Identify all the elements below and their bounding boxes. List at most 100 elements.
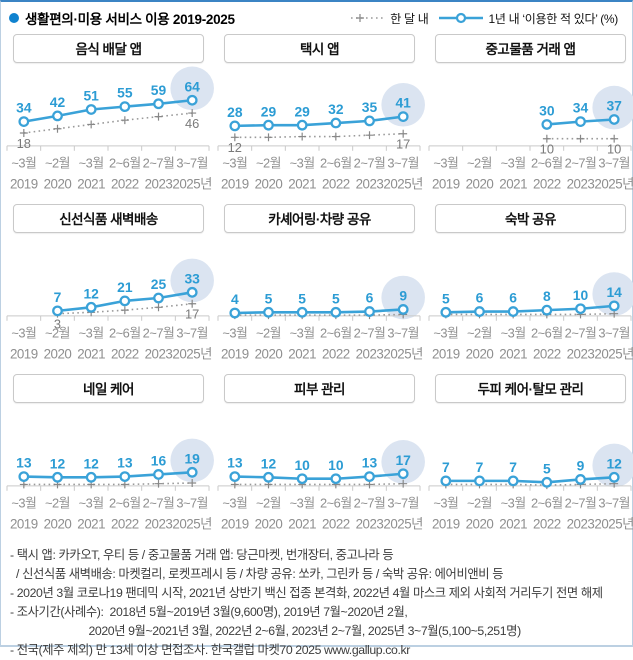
- x-year-label: 2022: [111, 176, 139, 191]
- x-month-label: ~3월: [290, 156, 315, 171]
- x-month-label: ~2월: [45, 156, 70, 171]
- x-year-label: 2023: [356, 346, 384, 361]
- x-year-label: 2020: [255, 176, 283, 191]
- point-marker: [474, 306, 485, 317]
- charts-grid: 음식 배달 앱 18 46 34 42 51 55 59 64 ~3월 ~2월 ~3월 2~6월 2~7…: [3, 32, 633, 537]
- point-marker: [364, 306, 375, 317]
- point-marker: [296, 473, 308, 485]
- point-marker: [153, 469, 164, 480]
- point-marker: [397, 304, 409, 315]
- point-marker: [186, 466, 198, 478]
- x-year-label: 2025년: [172, 516, 212, 531]
- x-year-label: 2025년: [594, 346, 633, 361]
- x-month-label: 2~7월: [354, 326, 386, 341]
- point-marker: [364, 471, 375, 482]
- bullet-icon: [9, 13, 19, 23]
- x-month-label: ~2월: [45, 496, 70, 511]
- value-label: 7: [54, 289, 62, 305]
- x-month-label: 2~6월: [531, 496, 563, 511]
- value-label: 14: [606, 284, 622, 300]
- x-month-label: ~3월: [501, 496, 526, 511]
- x-month-label: ~3월: [222, 326, 247, 341]
- point-marker: [507, 306, 519, 317]
- point-marker: [541, 304, 553, 316]
- chart-panel-nail-care: 네일 케어 13 12 12 13 16 19 ~3월 ~2월 ~3월 2~6월 2~7월 3~7월 2…: [3, 372, 214, 537]
- point-marker: [575, 474, 586, 485]
- value-label: 29: [294, 103, 310, 119]
- x-month-label: ~3월: [11, 156, 36, 171]
- x-year-label: 2020: [255, 346, 283, 361]
- x-year-label: 2022: [111, 346, 139, 361]
- value-label: 4: [231, 291, 239, 307]
- x-month-label: 3~7월: [598, 156, 630, 171]
- x-year-label: 2023: [145, 176, 173, 191]
- latest-highlight: [592, 443, 633, 488]
- x-year-label: 2025년: [383, 346, 423, 361]
- x-month-label: ~2월: [256, 156, 281, 171]
- point-marker: [507, 475, 519, 487]
- x-year-label: 2022: [533, 516, 561, 531]
- x-month-label: ~3월: [79, 496, 104, 511]
- value-label: 7: [476, 459, 484, 475]
- point-marker: [575, 116, 586, 128]
- chart-panel-scalp-care: 두피 케어·탈모 관리 7 7 7 5 9 12 ~3월 ~2월 ~3월 2~6월 2~7월 3~7월…: [425, 372, 633, 537]
- point-marker: [397, 468, 409, 480]
- value-label: 10: [328, 457, 344, 473]
- point-marker: [18, 471, 30, 482]
- value-label: 13: [227, 455, 243, 471]
- x-year-label: 2023: [567, 346, 595, 361]
- x-year-label: 2019: [10, 176, 38, 191]
- point-marker: [153, 292, 164, 304]
- x-year-label: 2019: [221, 516, 249, 531]
- month-line: [234, 132, 404, 139]
- month-value-label: 46: [185, 116, 199, 131]
- point-marker: [330, 473, 342, 485]
- page-title: 생활편의·미용 서비스 이용 2019-2025: [25, 12, 235, 27]
- point-marker: [153, 98, 164, 110]
- value-label: 10: [294, 457, 310, 473]
- footnote-line: - 택시 앱: 카카오T, 우티 등 / 중고물품 거래 앱: 당근마켓, 번개…: [10, 548, 394, 562]
- point-marker: [440, 475, 452, 487]
- latest-highlight: [381, 82, 425, 127]
- x-year-label: 2025년: [172, 176, 212, 191]
- chart-panel-taxi-app: 택시 앱 12 17 28 29 29 32 35 41 ~3월 ~2월 ~3월 2~6월 2~7월 3~…: [214, 32, 425, 197]
- header-title-group: 생활편의·미용 서비스 이용 2019-2025: [9, 8, 235, 28]
- x-month-label: ~3월: [79, 156, 104, 171]
- x-month-label: 2~7월: [354, 496, 386, 511]
- x-year-label: 2020: [255, 516, 283, 531]
- value-label: 21: [117, 279, 133, 295]
- x-month-label: ~3월: [433, 326, 458, 341]
- x-year-label: 2021: [77, 346, 105, 361]
- x-year-label: 2021: [499, 346, 527, 361]
- point-marker: [608, 300, 620, 312]
- point-marker: [440, 306, 452, 318]
- point-marker: [119, 101, 131, 113]
- x-month-label: 2~7월: [143, 156, 175, 171]
- plus-marker: [87, 120, 96, 129]
- year-line: [234, 115, 404, 128]
- value-label: 51: [83, 88, 99, 104]
- x-year-label: 2020: [466, 176, 494, 191]
- chart-panel-car-sharing: 카셰어링·차량 공유 4 5 5 5 6 9 ~3월 ~2월 ~3월 2~6월 2~7월 3~7월 20…: [214, 202, 425, 367]
- x-month-label: 2~7월: [565, 156, 597, 171]
- value-label: 16: [151, 453, 167, 469]
- value-label: 41: [395, 95, 411, 111]
- point-marker: [397, 111, 409, 123]
- chart-title: 음식 배달 앱: [13, 34, 204, 63]
- point-marker: [263, 119, 274, 131]
- x-month-label: ~3월: [433, 496, 458, 511]
- point-marker: [364, 115, 375, 127]
- chart-title: 피부 관리: [224, 374, 415, 403]
- x-year-label: 2021: [288, 176, 316, 191]
- plus-marker: [120, 116, 129, 125]
- point-marker: [18, 116, 30, 128]
- plus-marker: [188, 479, 197, 487]
- chart-panel-fresh-delivery: 신선식품 새벽배송 3 17 7 12 21 25 33 ~3월 ~2월 ~3월 2~6월 2~7월 3…: [3, 202, 214, 367]
- value-label: 12: [50, 455, 66, 471]
- x-year-label: 2020: [44, 346, 72, 361]
- x-month-label: 3~7월: [387, 326, 419, 341]
- latest-highlight: [381, 440, 425, 484]
- x-year-label: 2021: [499, 516, 527, 531]
- plus-marker: [154, 479, 163, 488]
- line-chart: 5 6 6 8 10 14 ~3월 ~2월 ~3월 2~6월 2~7월 3~7월 2019 2020 202…: [428, 272, 633, 361]
